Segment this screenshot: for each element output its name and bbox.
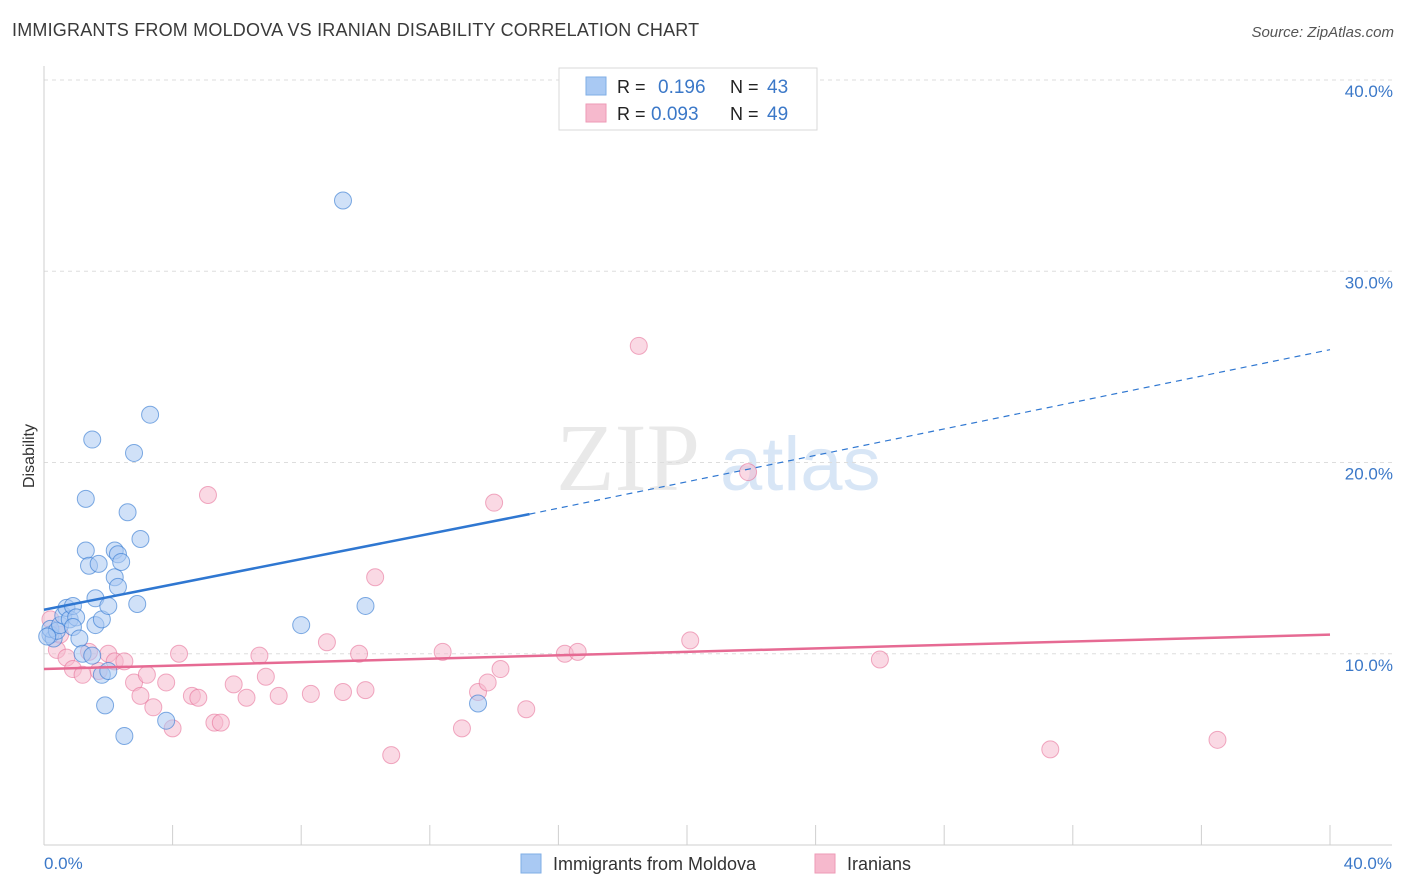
legend-bottom: Immigrants from Moldova Iranians — [520, 853, 911, 874]
point-moldova — [99, 661, 118, 680]
point-moldova — [118, 503, 137, 522]
x-tick-label-min: 0.0% — [44, 854, 83, 873]
point-iranians — [301, 684, 320, 703]
trend-line-moldova-extrapolated — [529, 349, 1331, 515]
y-tick-label: 10.0% — [1345, 656, 1393, 675]
y-tick-label: 40.0% — [1345, 82, 1393, 101]
legend-r-label-pink: R = — [617, 104, 646, 124]
legend-top: R = 0.196 N = 43 R = 0.093 N = 49 — [558, 67, 818, 131]
legend-r-value-pink: 0.093 — [651, 104, 699, 125]
point-moldova — [115, 726, 134, 745]
point-iranians — [681, 631, 700, 650]
point-iranians — [568, 642, 587, 661]
point-iranians — [356, 681, 375, 700]
point-iranians — [870, 650, 889, 669]
trend-line-moldova — [43, 512, 530, 611]
legend-n-value-pink: 49 — [767, 104, 788, 125]
legend-label-moldova: Immigrants from Moldova — [553, 854, 757, 874]
legend-n-value-blue: 43 — [767, 77, 788, 98]
point-moldova — [356, 596, 375, 615]
point-moldova — [89, 554, 108, 573]
point-iranians — [269, 686, 288, 705]
legend-top-swatch-blue — [585, 76, 607, 96]
y-axis-title: Disability — [21, 424, 38, 488]
point-moldova — [141, 405, 160, 424]
point-iranians — [224, 675, 243, 694]
point-iranians — [131, 686, 150, 705]
point-moldova — [333, 191, 352, 210]
point-iranians — [333, 683, 352, 701]
source-label: Source: ZipAtlas.com — [1251, 24, 1394, 41]
legend-top-swatch-pink — [585, 103, 607, 123]
point-iranians — [452, 719, 471, 738]
watermark-zip: ZIP — [556, 404, 700, 511]
point-iranians — [491, 660, 510, 679]
chart-title: IMMIGRANTS FROM MOLDOVA VS IRANIAN DISAB… — [12, 20, 700, 40]
point-iranians — [144, 698, 163, 717]
legend-swatch-moldova — [520, 853, 542, 874]
point-iranians — [629, 336, 648, 355]
point-moldova — [99, 596, 118, 615]
point-moldova — [292, 616, 311, 635]
point-iranians — [382, 746, 401, 765]
series-moldova-points — [38, 191, 488, 745]
point-iranians — [211, 713, 230, 732]
point-moldova — [83, 430, 102, 449]
point-iranians — [317, 633, 336, 652]
point-moldova — [76, 541, 95, 560]
watermark: ZIP atlas — [556, 404, 881, 511]
point-moldova — [131, 530, 150, 548]
point-moldova — [112, 552, 131, 571]
point-moldova — [83, 646, 102, 665]
point-iranians — [198, 486, 217, 505]
y-tick-label: 20.0% — [1345, 465, 1393, 484]
point-moldova — [96, 696, 115, 715]
x-axis-ticks — [43, 825, 1331, 845]
point-moldova — [157, 711, 176, 730]
point-moldova — [76, 489, 95, 508]
trend-line-iranians — [43, 633, 1331, 671]
gridlines — [44, 79, 1392, 655]
point-iranians — [256, 667, 275, 686]
y-tick-label: 30.0% — [1345, 273, 1393, 292]
legend-r-value-blue: 0.196 — [658, 77, 706, 98]
point-iranians — [739, 463, 758, 482]
point-moldova — [469, 694, 488, 713]
y-tick-labels: 10.0% 20.0% 30.0% 40.0% — [1345, 82, 1393, 675]
point-iranians — [350, 644, 369, 663]
legend-n-label-pink: N = — [730, 104, 759, 124]
trend-lines — [43, 349, 1331, 671]
point-iranians — [189, 688, 208, 707]
point-moldova — [128, 595, 147, 614]
point-iranians — [366, 568, 385, 587]
legend-label-iranians: Iranians — [847, 854, 911, 874]
point-iranians — [485, 493, 504, 512]
point-iranians — [1208, 730, 1227, 749]
point-moldova — [125, 443, 144, 462]
point-iranians — [157, 673, 176, 692]
point-moldova — [70, 629, 89, 648]
legend-n-label-blue: N = — [730, 77, 759, 97]
legend-r-label-blue: R = — [617, 77, 646, 97]
point-moldova — [38, 627, 57, 646]
point-iranians — [170, 644, 189, 663]
series-iranians-points — [41, 336, 1227, 765]
x-tick-label-max: 40.0% — [1344, 854, 1392, 873]
point-iranians — [478, 673, 497, 692]
point-iranians — [250, 646, 269, 665]
point-iranians — [237, 688, 256, 707]
point-iranians — [517, 700, 536, 719]
point-iranians — [1041, 740, 1060, 759]
point-iranians — [137, 665, 156, 684]
point-iranians — [433, 642, 452, 661]
legend-swatch-iranians — [814, 853, 836, 874]
